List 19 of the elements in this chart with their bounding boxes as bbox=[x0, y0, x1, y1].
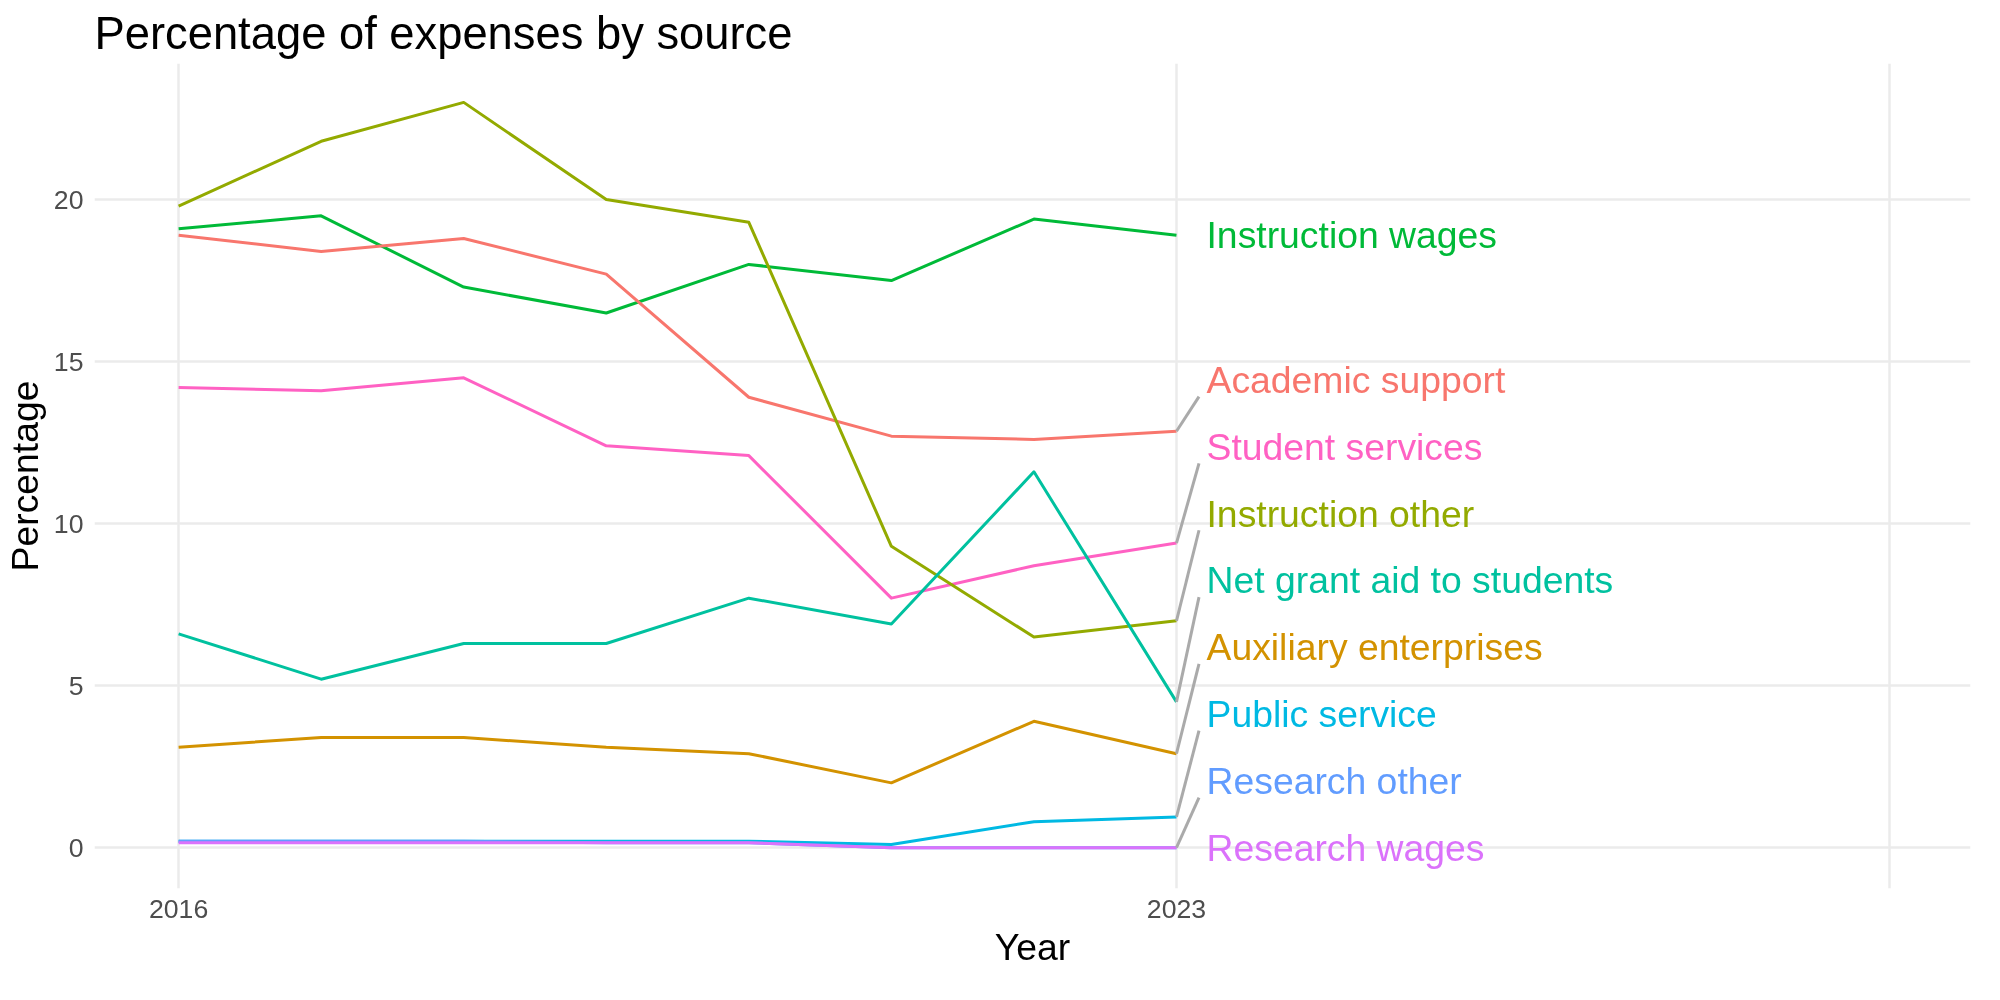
series-label: Research wages bbox=[1206, 826, 1485, 869]
series-label: Instruction wages bbox=[1206, 214, 1497, 257]
y-tick-label: 15 bbox=[53, 346, 84, 377]
y-tick-label: 20 bbox=[53, 184, 84, 215]
series-label: Research other bbox=[1206, 759, 1462, 802]
y-tick-label: 0 bbox=[68, 832, 84, 863]
text: Auxiliary enterprises bbox=[1206, 626, 1543, 669]
x-axis-title: Year bbox=[994, 925, 1071, 968]
x-tick-label: 2016 bbox=[148, 893, 209, 924]
series-label: Academic support bbox=[1206, 358, 1506, 401]
y-tick-label: 10 bbox=[53, 508, 84, 539]
y-axis-title: Percentage bbox=[3, 380, 46, 572]
text: Student services bbox=[1206, 425, 1483, 468]
x-tick-label: 2023 bbox=[1146, 893, 1207, 924]
y-tick-label: 5 bbox=[68, 670, 84, 701]
text: Instruction other bbox=[1206, 492, 1475, 535]
text: Public service bbox=[1206, 693, 1437, 736]
chart-title: Percentage of expenses by source bbox=[94, 7, 793, 59]
text: Net grant aid to students bbox=[1206, 559, 1614, 602]
